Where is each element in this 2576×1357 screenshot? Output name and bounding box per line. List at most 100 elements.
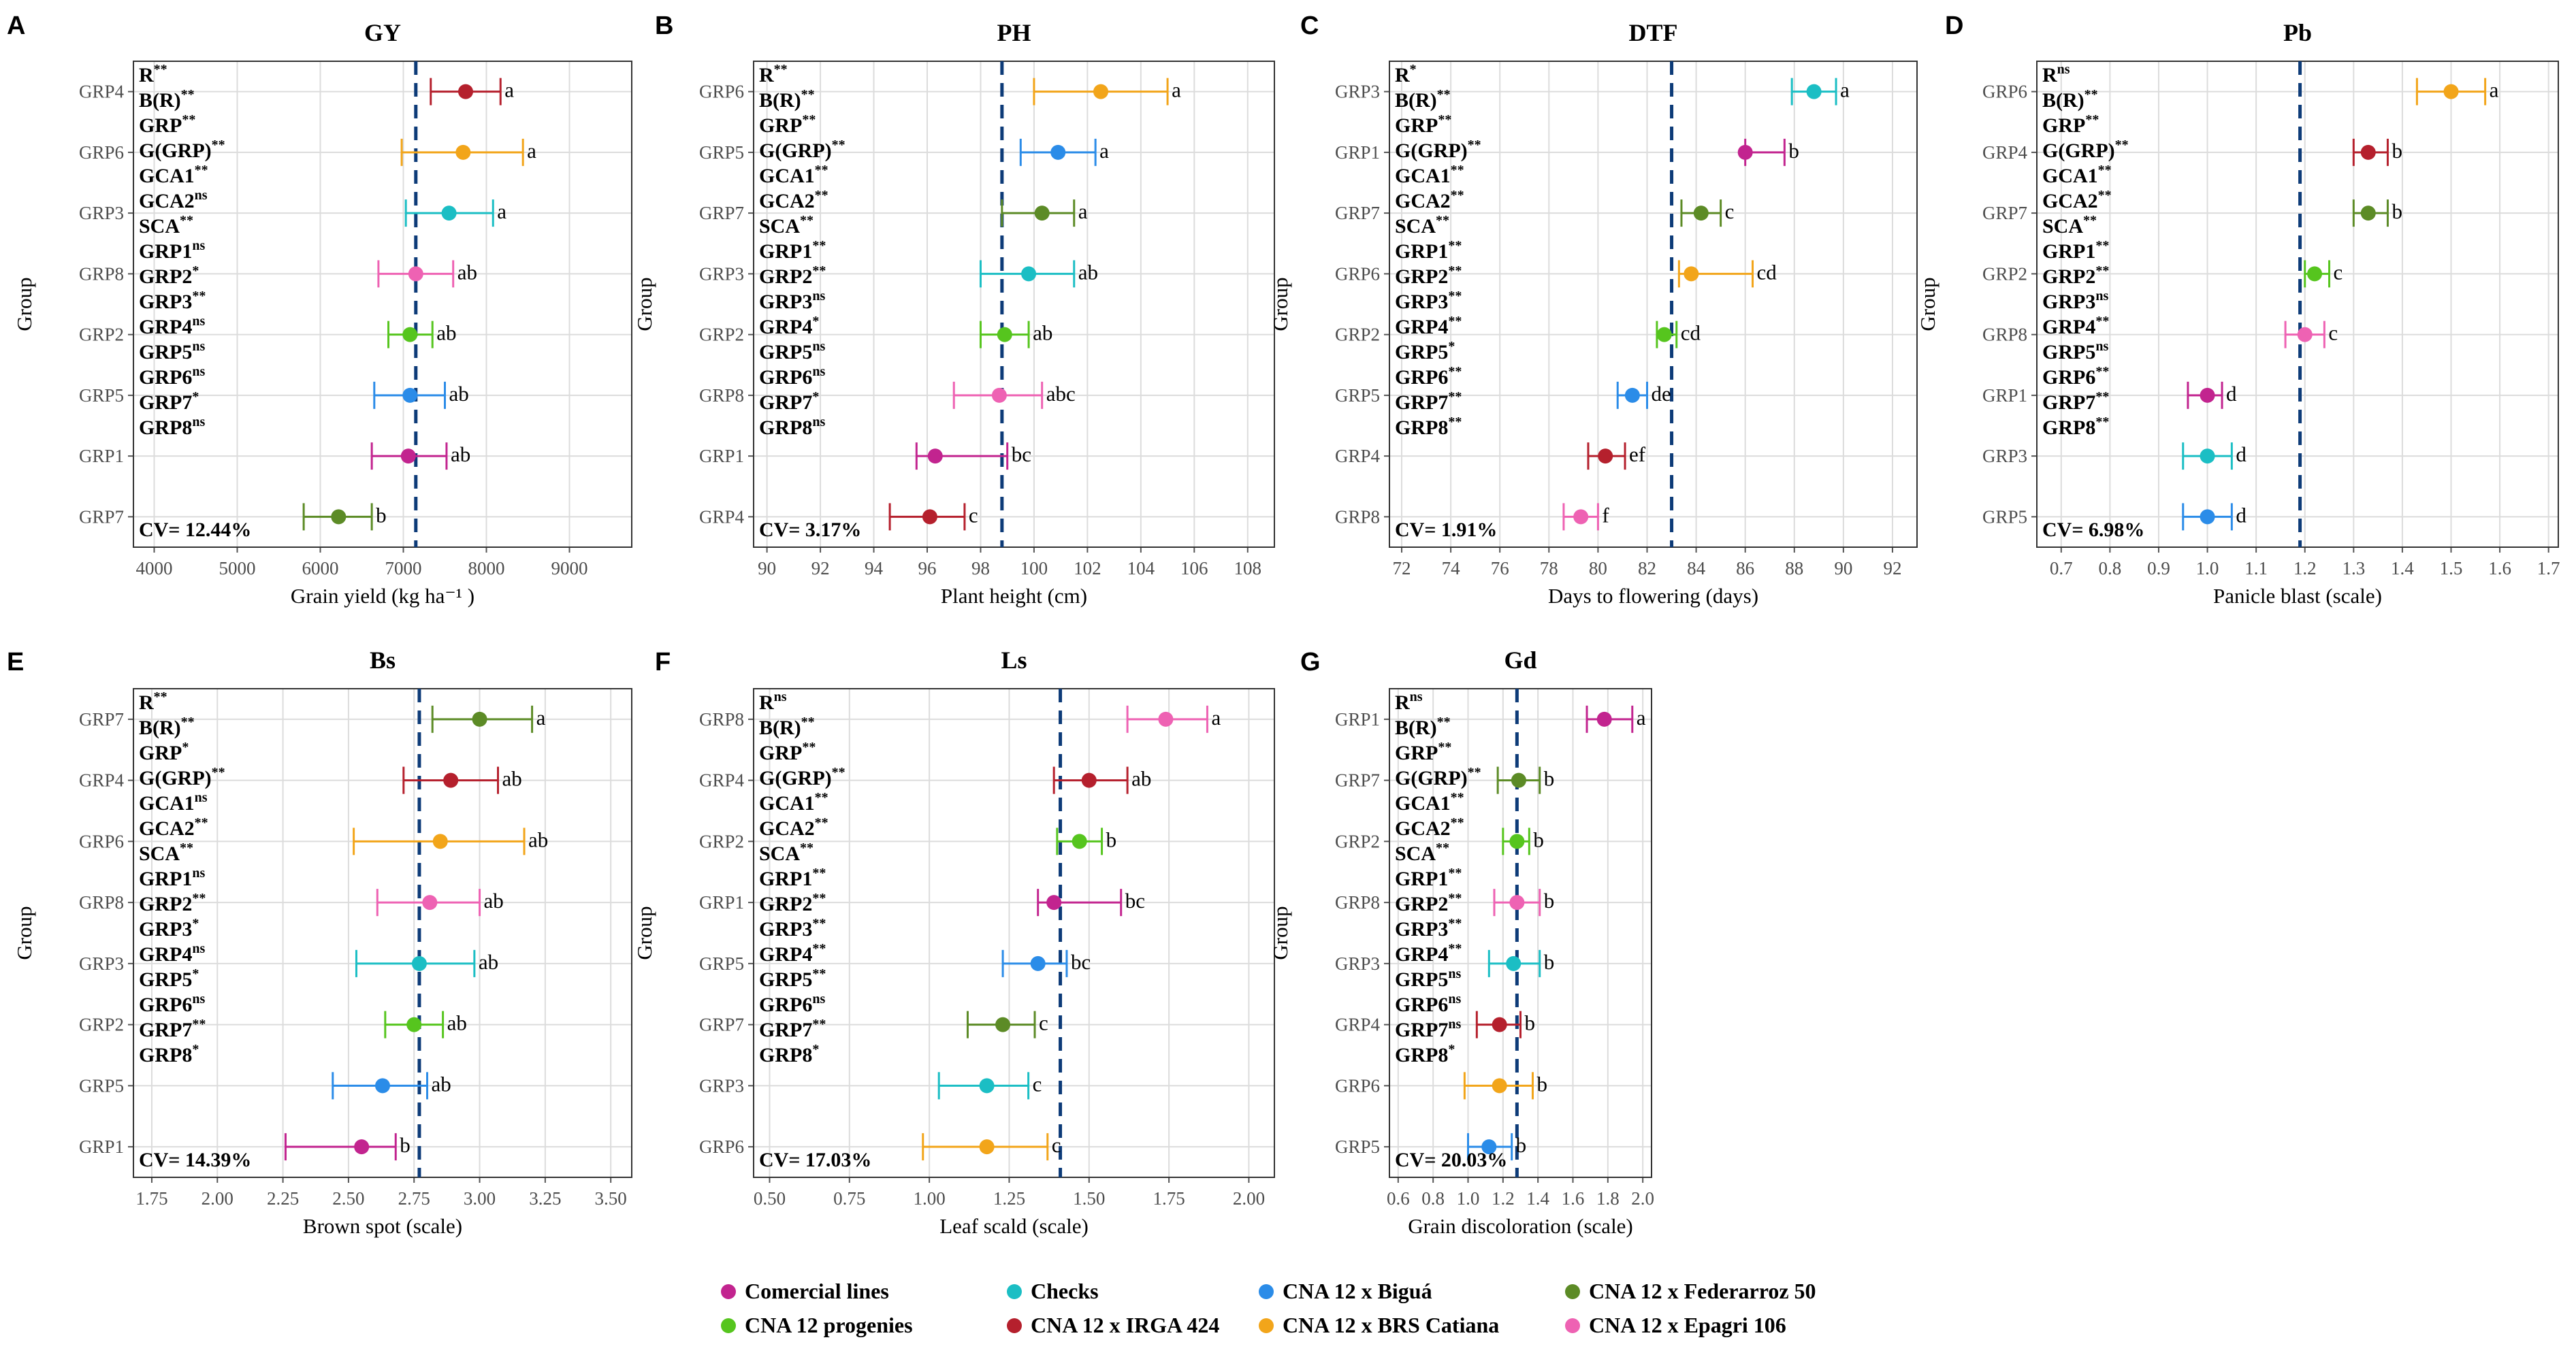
annotation-term: GRP2 [759, 893, 812, 915]
annotation-significance: ns [192, 364, 205, 379]
annotation-significance: ns [2095, 339, 2108, 354]
anova-annotation: GRP8** [1395, 414, 1462, 439]
mean-point [927, 448, 943, 464]
annotation-significance: ns [1448, 992, 1461, 1007]
mean-point [1034, 206, 1050, 221]
annotation-significance: * [1448, 1042, 1455, 1057]
x-tick-label: 102 [1074, 558, 1101, 578]
legend-swatch [1565, 1318, 1580, 1333]
panel-border [133, 688, 632, 1178]
x-tick-label: 2.50 [332, 1188, 364, 1209]
group-letter: cd [1681, 321, 1701, 345]
legend-item: CNA 12 x BRS Catiana [1259, 1313, 1499, 1337]
annotation-significance: ** [2095, 263, 2109, 278]
panel-B: B PH 90 92 94 96 98 100 102 104 106 108 GRP6 GRP5 GRP7… [632, 12, 1275, 608]
anova-annotation: GRP5ns [759, 339, 825, 363]
group-letter: a [536, 706, 546, 730]
annotation-term: GRP8 [139, 1044, 192, 1066]
mean-point [2307, 266, 2323, 282]
anova-annotation: GRP4** [1395, 314, 1462, 338]
group-letter: ab [436, 321, 456, 345]
mean-point [2297, 327, 2313, 342]
anova-annotation: GRP6ns [1395, 992, 1461, 1016]
cv-label: CV= 6.98% [2042, 519, 2144, 541]
mean-point [443, 772, 459, 788]
legend-label: CNA 12 x Federarroz 50 [1589, 1279, 1816, 1303]
anova-annotation: GCA1** [139, 163, 208, 187]
group-letter: c [2334, 260, 2343, 284]
legend-label: Comercial lines [745, 1279, 889, 1303]
anova-annotation: GRP6ns [139, 992, 205, 1016]
anova-annotation: GCA1** [759, 163, 828, 187]
y-tick-label: GRP8 [79, 892, 124, 913]
y-tick-label: GRP2 [79, 325, 124, 345]
anova-annotation: B(R)** [2042, 87, 2098, 112]
annotation-term: GRP5 [139, 341, 192, 363]
annotation-term: GRP [1395, 742, 1438, 764]
x-axis-label: Panicle blast (scale) [2213, 584, 2382, 608]
anova-annotation: GCA2** [759, 815, 828, 840]
group-letter: ab [1131, 767, 1151, 791]
annotation-term: GRP8 [759, 416, 812, 439]
anova-annotation: GRP1ns [139, 238, 205, 263]
legend-swatch [1007, 1284, 1022, 1299]
mean-point [1021, 266, 1037, 282]
y-tick-label: GRP7 [1982, 203, 2027, 223]
mean-point [2443, 84, 2459, 99]
anova-annotation: GRP3** [759, 916, 826, 941]
annotation-significance: ** [815, 188, 828, 203]
panel-letter: A [7, 12, 25, 40]
mean-point [1806, 84, 1822, 99]
group-letter: c [1052, 1133, 1061, 1157]
y-tick-label: GRP8 [699, 385, 744, 406]
annotation-term: GCA2 [139, 190, 195, 212]
annotation-term: GCA2 [759, 817, 815, 840]
anova-annotation: GRP6ns [139, 364, 205, 389]
group-letter: a [1099, 139, 1109, 163]
mean-point [406, 1017, 422, 1032]
group-letter: b [1533, 828, 1544, 851]
cv-label: CV= 3.17% [759, 519, 861, 541]
anova-annotation: G(GRP)** [1395, 137, 1481, 162]
panel-title: Bs [370, 647, 396, 674]
anova-annotation: G(GRP)** [139, 765, 225, 789]
group-letter: f [1602, 503, 1609, 527]
legend-label: CNA 12 x Epagri 106 [1589, 1313, 1786, 1337]
panel-border [1389, 688, 1652, 1178]
anova-annotation: GRP** [1395, 112, 1451, 137]
y-tick-label: GRP7 [699, 1015, 744, 1035]
annotation-significance: ** [1448, 364, 1462, 379]
x-tick-label: 1.5 [2440, 558, 2463, 578]
anova-annotation: GRP4** [759, 941, 826, 966]
x-tick-label: 0.75 [833, 1188, 865, 1209]
panel-border [2036, 61, 2559, 548]
annotation-term: SCA [759, 843, 800, 865]
legend-label: CNA 12 x Biguá [1283, 1279, 1432, 1303]
anova-annotation: B(R)** [139, 87, 195, 112]
anova-annotation: GRP5ns [2042, 339, 2108, 363]
panel-border [753, 688, 1275, 1178]
panel-border [1389, 61, 1918, 548]
annotation-significance: ** [800, 213, 814, 228]
group-letter: a [504, 78, 514, 102]
panel-title: Pb [2283, 19, 2312, 46]
mean-point [411, 955, 427, 971]
anova-annotation: GRP8* [1395, 1042, 1455, 1066]
annotation-term: GRP6 [759, 366, 812, 389]
x-tick-label: 1.6 [2488, 558, 2511, 578]
legend-label: CNA 12 progenies [745, 1313, 913, 1337]
annotation-term: GCA1 [759, 165, 815, 187]
anova-annotation: B(R)** [139, 715, 195, 739]
annotation-term: GRP6 [1395, 366, 1448, 389]
anova-annotation: GRP4* [759, 314, 819, 338]
group-letter: c [2328, 321, 2338, 345]
annotation-term: GCA1 [2042, 165, 2098, 187]
annotation-significance: ** [801, 87, 815, 102]
anova-annotation: GRP7* [139, 389, 199, 414]
group-letter: a [1078, 199, 1088, 223]
group-letter: b [2392, 139, 2402, 163]
x-tick-label: 6000 [302, 558, 339, 578]
x-tick-label: 74 [1442, 558, 1461, 578]
y-tick-label: GRP6 [79, 142, 124, 163]
